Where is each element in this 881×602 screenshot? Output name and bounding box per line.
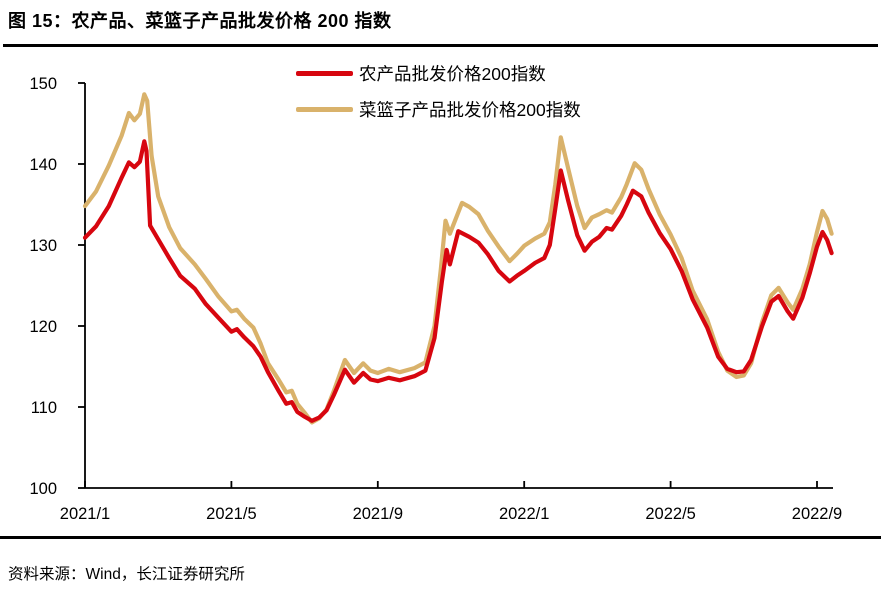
x-tick-label: 2022/5	[645, 505, 695, 523]
legend-line-red-icon	[296, 71, 353, 76]
legend-item-basket: 菜篮子产品批发价格200指数	[296, 97, 581, 122]
title-underline	[3, 44, 878, 47]
y-tick-label: 130	[29, 237, 57, 255]
x-tick-label: 2021/9	[353, 505, 403, 523]
x-tick-label: 2021/5	[206, 505, 256, 523]
y-tick-label: 120	[29, 318, 57, 336]
legend-label-agri: 农产品批发价格200指数	[359, 64, 546, 84]
y-tick-label: 140	[29, 156, 57, 174]
legend-item-agri: 农产品批发价格200指数	[296, 61, 581, 86]
y-tick-label: 100	[29, 480, 57, 498]
x-tick-label: 2021/1	[60, 505, 110, 523]
x-tick-label: 2022/9	[792, 505, 842, 523]
figure-bottom-rule	[0, 536, 881, 539]
source-note: 资料来源：Wind，长江证券研究所	[8, 566, 245, 583]
legend-label-basket: 菜篮子产品批发价格200指数	[359, 100, 581, 120]
y-tick-label: 110	[31, 399, 57, 417]
chart-legend: 农产品批发价格200指数 菜篮子产品批发价格200指数	[296, 61, 581, 122]
y-tick-label: 150	[29, 75, 57, 93]
figure-title: 图 15：农产品、菜篮子产品批发价格 200 指数	[8, 11, 392, 31]
x-tick-label: 2022/1	[499, 505, 549, 523]
series-line-0	[82, 139, 834, 423]
series-line-1	[82, 92, 834, 425]
legend-line-tan-icon	[296, 107, 353, 112]
